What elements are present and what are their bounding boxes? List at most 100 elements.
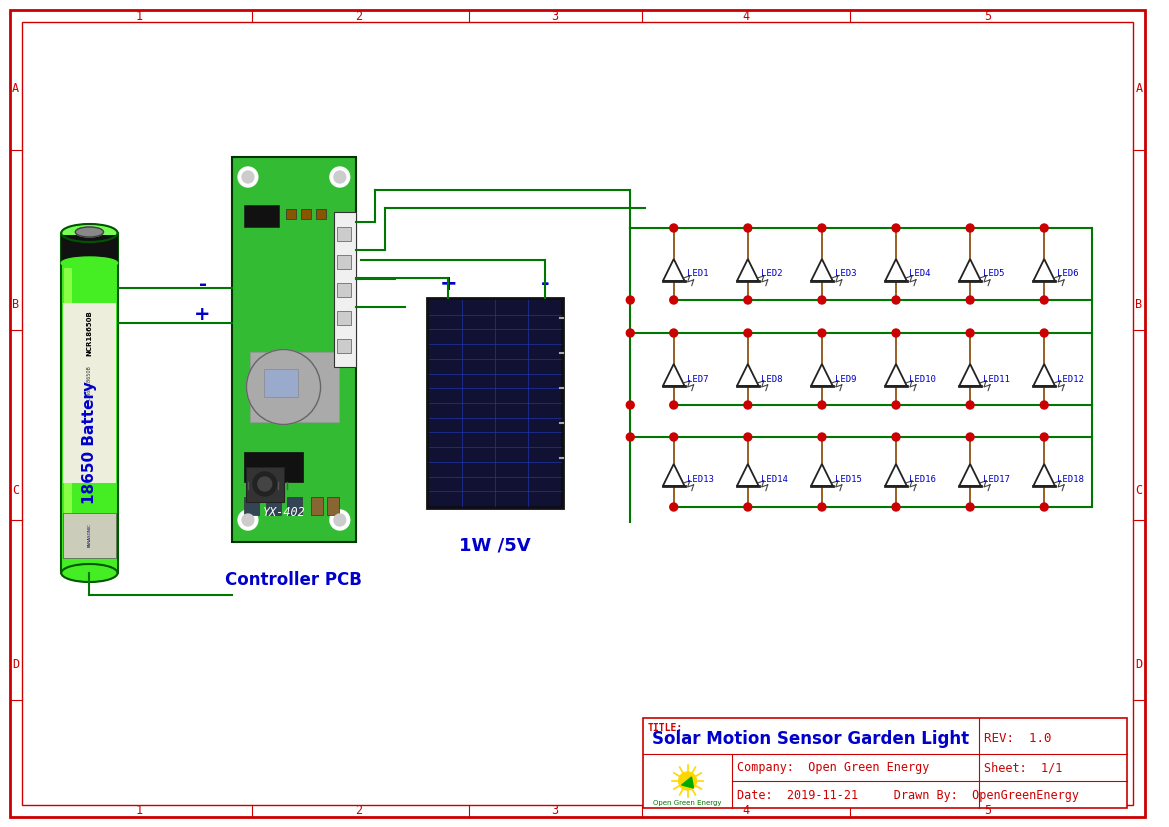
Circle shape (743, 401, 752, 409)
Text: LED11: LED11 (983, 375, 1010, 384)
Bar (63, 513, 116, 558)
Text: -: - (199, 275, 207, 294)
Circle shape (818, 433, 825, 441)
Circle shape (966, 433, 974, 441)
Circle shape (1040, 433, 1049, 441)
Circle shape (1040, 329, 1049, 337)
Text: LED3: LED3 (835, 270, 856, 279)
Circle shape (966, 503, 974, 511)
Circle shape (743, 503, 752, 511)
Text: TITLE:: TITLE: (648, 723, 684, 733)
Bar (288, 497, 303, 515)
Text: 3: 3 (552, 9, 559, 22)
Circle shape (1040, 401, 1049, 409)
Text: Sheet:  1/1: Sheet: 1/1 (984, 762, 1063, 775)
Bar (286, 209, 297, 219)
Circle shape (330, 510, 350, 530)
Text: Solar Motion Sensor Garden Light: Solar Motion Sensor Garden Light (652, 730, 969, 748)
Bar (427, 298, 563, 508)
Circle shape (258, 477, 271, 491)
Circle shape (670, 329, 678, 337)
Ellipse shape (247, 350, 320, 424)
Polygon shape (663, 259, 685, 281)
Text: LED1: LED1 (686, 270, 708, 279)
Ellipse shape (61, 564, 118, 582)
Text: 3: 3 (552, 805, 559, 818)
Text: LED2: LED2 (761, 270, 782, 279)
Bar (316, 209, 326, 219)
Text: 1: 1 (136, 9, 143, 22)
Text: LED12: LED12 (1057, 375, 1084, 384)
Circle shape (892, 296, 900, 304)
Circle shape (670, 224, 678, 232)
Bar (337, 227, 351, 241)
Circle shape (679, 772, 697, 790)
Circle shape (966, 329, 974, 337)
Circle shape (238, 167, 258, 187)
Text: YX-402: YX-402 (263, 505, 305, 519)
Text: REV:  1.0: REV: 1.0 (984, 733, 1051, 745)
Circle shape (818, 296, 825, 304)
Polygon shape (736, 364, 759, 386)
Ellipse shape (61, 257, 118, 269)
Bar (250, 352, 339, 422)
Text: 4: 4 (742, 805, 749, 818)
Text: C: C (12, 484, 20, 496)
Bar (233, 157, 355, 542)
Polygon shape (885, 464, 907, 486)
Circle shape (334, 171, 346, 183)
Text: C: C (1135, 484, 1142, 496)
Text: 2: 2 (355, 805, 362, 818)
Bar (337, 283, 351, 297)
Bar (337, 311, 351, 325)
Circle shape (627, 329, 635, 337)
Circle shape (1040, 224, 1049, 232)
Text: D: D (1135, 658, 1142, 672)
Bar (244, 497, 258, 515)
Polygon shape (811, 464, 832, 486)
Circle shape (743, 433, 752, 441)
Circle shape (966, 401, 974, 409)
Circle shape (238, 510, 258, 530)
Polygon shape (736, 464, 759, 486)
Circle shape (743, 224, 752, 232)
Circle shape (670, 433, 678, 441)
Text: A: A (1135, 83, 1142, 95)
Text: Company:  Open Green Energy: Company: Open Green Energy (736, 762, 929, 775)
Bar (643, 718, 1127, 808)
Circle shape (627, 401, 635, 409)
Circle shape (818, 224, 825, 232)
Text: LED8: LED8 (761, 375, 782, 384)
Text: Date:  2019-11-21     Drawn By:  OpenGreenEnergy: Date: 2019-11-21 Drawn By: OpenGreenEner… (736, 788, 1079, 801)
Circle shape (966, 296, 974, 304)
Text: A: A (12, 83, 20, 95)
Bar (63, 303, 116, 483)
Text: PANASONIC: PANASONIC (88, 523, 91, 547)
Bar (311, 497, 323, 515)
Bar (264, 369, 298, 397)
Polygon shape (682, 777, 693, 788)
Text: +: + (194, 305, 210, 324)
Circle shape (334, 514, 346, 526)
Polygon shape (811, 364, 832, 386)
Bar (337, 339, 351, 353)
Polygon shape (1033, 464, 1056, 486)
Text: +: + (440, 274, 457, 294)
Bar (61, 235, 118, 263)
Polygon shape (960, 259, 981, 281)
Bar (302, 209, 311, 219)
Text: LED9: LED9 (835, 375, 856, 384)
Bar (61, 233, 118, 573)
Text: LED10: LED10 (908, 375, 935, 384)
Text: 4: 4 (742, 9, 749, 22)
Text: 18650 Battery: 18650 Battery (82, 381, 97, 504)
Text: LED14: LED14 (761, 475, 788, 484)
Bar (337, 255, 351, 269)
Polygon shape (960, 364, 981, 386)
Circle shape (966, 224, 974, 232)
Circle shape (1040, 503, 1049, 511)
Text: LED18: LED18 (1057, 475, 1084, 484)
Polygon shape (1033, 259, 1056, 281)
Text: B: B (1135, 299, 1142, 312)
Circle shape (818, 503, 825, 511)
